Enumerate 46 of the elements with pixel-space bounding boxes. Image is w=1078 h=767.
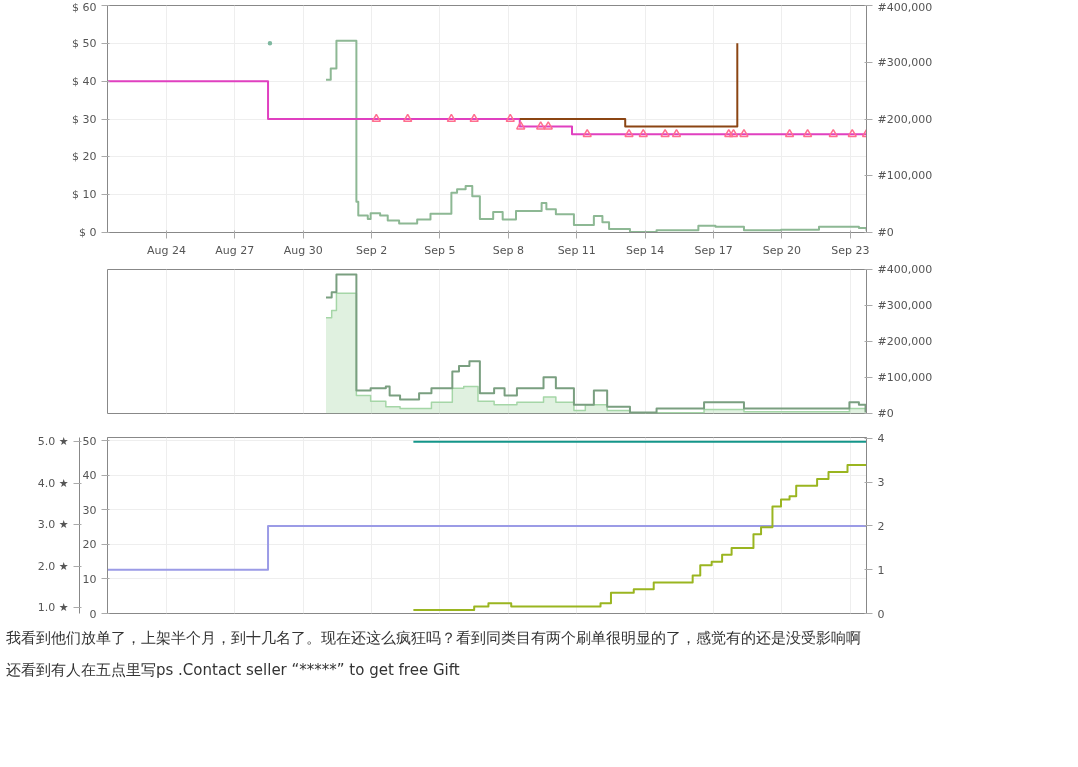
x-tick-label: Aug 24: [146, 243, 186, 257]
y3-tick-label: 1.0 ★: [37, 601, 69, 615]
y2-tick-label: 1: [877, 563, 885, 577]
y3-tick-label: 2.0 ★: [37, 559, 69, 573]
x-tick-label: Sep 8: [492, 243, 524, 257]
text: 我看到他们放单了，上架半个月，到十几名了。现在还这么疯狂吗？看到同类目有两个刷单很明显的了，感觉有的还是没受影响啊: [6, 628, 861, 649]
y-tick-label: $ 20: [72, 150, 97, 164]
y2-tick-label: #200,000: [877, 112, 933, 126]
y2-tick-label: 2: [877, 519, 885, 533]
y-tick-label: $ 0: [79, 226, 97, 239]
y-tick-label: 30: [82, 503, 97, 517]
y-tick-label: $ 40: [72, 74, 97, 88]
x-tick-label: Sep 17: [694, 243, 733, 257]
x-tick-label: Sep 5: [424, 243, 456, 257]
y2-tick-label: #0: [877, 407, 894, 420]
x-tick-label: Sep 11: [557, 243, 596, 257]
y2-tick-label: #200,000: [877, 335, 933, 348]
text: 还看到有人在五点里写ps .Contact seller “*****” to get free Gift: [6, 660, 460, 681]
y2-tick-label: #400,000: [877, 263, 933, 276]
y-tick-label: 20: [82, 538, 97, 552]
y-tick-label: $ 50: [72, 36, 97, 50]
y2-tick-label: #0: [877, 226, 894, 239]
x-tick-label: Sep 14: [626, 243, 665, 257]
x-tick-label: Sep 2: [355, 243, 388, 257]
y-tick-label: 50: [82, 434, 97, 448]
y-tick-label: 40: [82, 469, 97, 483]
y2-tick-label: #300,000: [877, 55, 933, 69]
y3-tick-label: 3.0 ★: [37, 518, 69, 532]
y3-tick-label: 5.0 ★: [37, 435, 69, 449]
y2-tick-label: #300,000: [877, 299, 933, 312]
y3-tick-label: 4.0 ★: [37, 476, 69, 490]
x-tick-label: Aug 30: [283, 243, 323, 257]
y-tick-label: $ 10: [72, 188, 97, 202]
y2-tick-label: #100,000: [877, 169, 933, 183]
y2-tick-label: 3: [877, 476, 885, 490]
y2-tick-label: 0: [877, 607, 885, 621]
y-tick-label: $ 60: [72, 0, 97, 14]
y2-tick-label: #100,000: [877, 371, 933, 384]
y2-tick-label: 4: [877, 432, 885, 446]
x-tick-label: Aug 27: [215, 243, 255, 257]
x-tick-label: Sep 20: [762, 243, 802, 257]
y-tick-label: 0: [89, 607, 97, 621]
y2-tick-label: #400,000: [877, 0, 933, 14]
y-tick-label: $ 30: [72, 112, 97, 126]
x-tick-label: Sep 23: [831, 243, 870, 257]
y-tick-label: 10: [82, 572, 97, 586]
